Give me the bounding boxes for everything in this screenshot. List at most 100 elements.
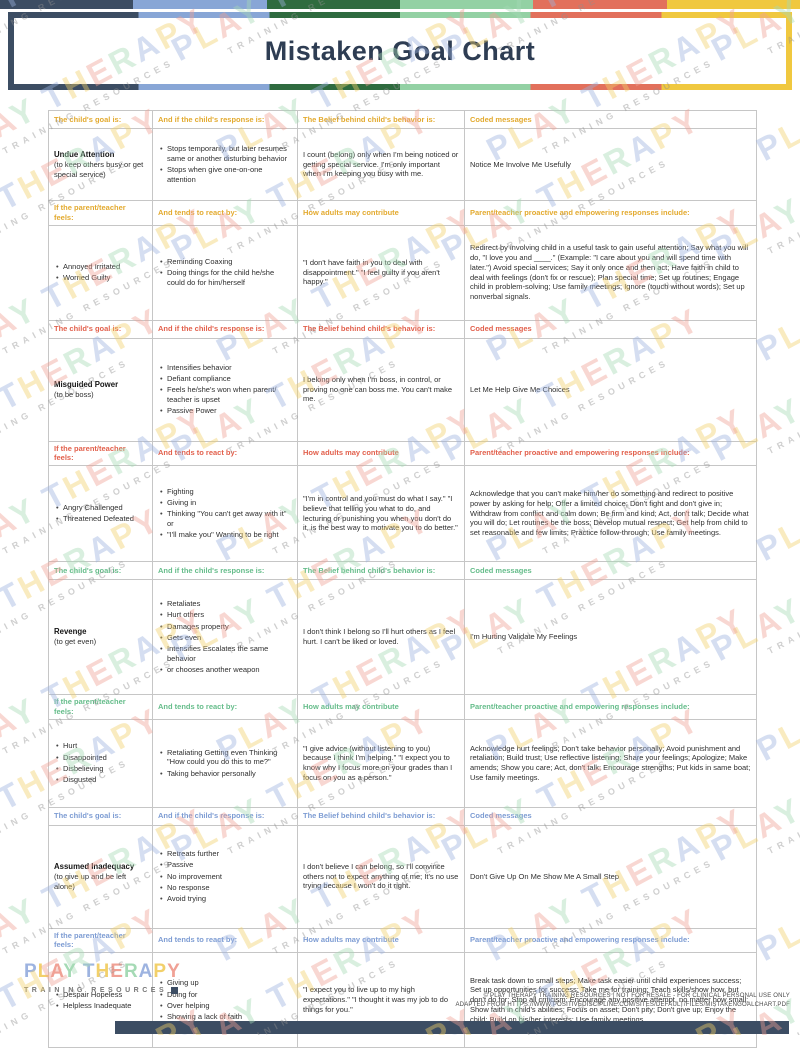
coded-message-cell: Notice Me Involve Me Usefully bbox=[465, 129, 757, 201]
logo-letter: T bbox=[0, 773, 29, 817]
header-parent-feels: If the parent/teacher feels: bbox=[49, 695, 153, 720]
title-box: Mistaken Goal Chart bbox=[14, 18, 786, 84]
coded-message-cell: Let Me Help Give Me Choices bbox=[465, 338, 757, 441]
bullet-item: Disgusted bbox=[63, 775, 147, 785]
header-child-belief: The Belief behind child's behavior is: bbox=[298, 562, 465, 580]
color-bar-segment bbox=[533, 0, 666, 9]
goal-cell: Assumed Inadequacy (to give up and be le… bbox=[49, 825, 153, 928]
bullet-item: Fighting bbox=[167, 487, 292, 497]
logo-letter: Y bbox=[4, 490, 43, 534]
logo-letter: L bbox=[772, 513, 800, 557]
color-bar-segment bbox=[667, 0, 800, 9]
watermark-text-small: TRAINING RESOURCES bbox=[766, 335, 800, 456]
child-content-row: Revenge (to get even) RetaliatesHurt oth… bbox=[49, 580, 757, 695]
feelings-list: Hurt DisappointedDisbelievingDisgusted bbox=[54, 741, 147, 785]
bullet-item: No response bbox=[167, 883, 292, 893]
parent-header-row: If the parent/teacher feels: And tends t… bbox=[49, 201, 757, 226]
feelings-cell: Annoyed IrritatedWorried Guilty bbox=[49, 225, 153, 320]
watermark-text-small: TRAINING RESOURCES bbox=[766, 535, 800, 656]
logo-letter: L bbox=[772, 913, 800, 957]
bullet-item: Intensifies behavior bbox=[167, 363, 292, 373]
logo-letter: A bbox=[793, 702, 800, 746]
child-header-row: The child's goal is: And if the child's … bbox=[49, 562, 757, 580]
parent-header-row: If the parent/teacher feels: And tends t… bbox=[49, 928, 757, 953]
reactions-list: FightingGiving inThinking "You can't get… bbox=[158, 487, 292, 540]
bullet-item: Threatened Defeated bbox=[63, 514, 147, 524]
color-bar-segment bbox=[400, 0, 533, 9]
bullet-item: Gets even bbox=[167, 633, 292, 643]
bullet-item: Taking behavior personally bbox=[167, 769, 292, 779]
adult-contribution-cell: "I give advice (without listening to you… bbox=[298, 719, 465, 807]
belief-cell: I don't think I belong so I'll hurt othe… bbox=[298, 580, 465, 695]
bullet-item: Intensifies Escalates the same behavior bbox=[167, 644, 292, 664]
header-child-belief: The Belief behind child's behavior is: bbox=[298, 111, 465, 129]
goal-cell: Misguided Power (to be boss) bbox=[49, 338, 153, 441]
page-title: Mistaken Goal Chart bbox=[265, 36, 536, 67]
child-header-row: The child's goal is: And if the child's … bbox=[49, 320, 757, 338]
header-parent-feels: If the parent/teacher feels: bbox=[49, 441, 153, 466]
logo-letter: Y bbox=[4, 690, 43, 734]
bullet-item: Disappointed bbox=[63, 753, 147, 763]
logo-letter: L bbox=[772, 713, 800, 757]
bullet-item: Disbelieving bbox=[63, 764, 147, 774]
header-adults-contribute: How adults may contribute bbox=[298, 201, 465, 226]
logo-letter: P bbox=[24, 961, 38, 982]
logo-letter: A bbox=[0, 502, 21, 546]
goal-name: Undue Attention bbox=[54, 150, 147, 160]
bullet-item: Hurt bbox=[63, 741, 147, 751]
logo-letter: A bbox=[0, 902, 21, 946]
logo-letter: Y bbox=[167, 961, 181, 982]
logo-letter: Y bbox=[769, 790, 800, 834]
bullet-item: Reminding Coaxing bbox=[167, 257, 292, 267]
child-header-row: The child's goal is: And if the child's … bbox=[49, 111, 757, 129]
goal-name: Revenge bbox=[54, 627, 147, 637]
child-content-row: Misguided Power (to be boss) Intensifies… bbox=[49, 338, 757, 441]
logo-letter: Y bbox=[4, 890, 43, 934]
responses-list: Retreats furtherPassiveNo improvementNo … bbox=[158, 849, 292, 904]
child-content-row: Assumed Inadequacy (to give up and be le… bbox=[49, 825, 757, 928]
header-adults-contribute: How adults may contribute bbox=[298, 928, 465, 953]
reactions-list: Reminding CoaxingDoing things for the ch… bbox=[158, 257, 292, 288]
header-child-response: And if the child's response is: bbox=[153, 320, 298, 338]
title-frame: Mistaken Goal Chart bbox=[8, 12, 792, 90]
copyright-line-2: ADAPTED FROM HTTPS://WWW.POSITIVEDISCIPL… bbox=[455, 1001, 790, 1010]
bullet-item: Passive bbox=[167, 860, 292, 870]
logo-letter: A bbox=[0, 302, 21, 346]
header-empowering-responses: Parent/teacher proactive and empowering … bbox=[465, 201, 757, 226]
bullet-item: Giving in bbox=[167, 498, 292, 508]
goal-cell: Undue Attention (to keep others busy or … bbox=[49, 129, 153, 201]
responses-cell: Stops temporarily, but later resumes sam… bbox=[153, 129, 298, 201]
logo-letter: H bbox=[12, 361, 53, 406]
section-assumed-inadequacy: The child's goal is: And if the child's … bbox=[49, 807, 757, 1048]
bullet-item: Retaliating Getting even Thinking "How c… bbox=[167, 748, 292, 768]
bullet-item: Damages property bbox=[167, 622, 292, 632]
parent-content-row: Hurt DisappointedDisbelievingDisgusted Re… bbox=[49, 719, 757, 807]
header-child-belief: The Belief behind child's behavior is: bbox=[298, 807, 465, 825]
header-child-goal: The child's goal is: bbox=[49, 807, 153, 825]
bullet-item: Worried Guilty bbox=[63, 273, 147, 283]
logo-letter: T bbox=[0, 173, 29, 217]
header-child-belief: The Belief behind child's behavior is: bbox=[298, 320, 465, 338]
header-child-response: And if the child's response is: bbox=[153, 111, 298, 129]
mistaken-goal-table-wrap: The child's goal is: And if the child's … bbox=[48, 110, 756, 1048]
child-header-row: The child's goal is: And if the child's … bbox=[49, 807, 757, 825]
header-parent-reacts: And tends to react by: bbox=[153, 928, 298, 953]
watermark-text-small: TRAINING RESOURCES bbox=[766, 135, 800, 256]
goal-name: Misguided Power bbox=[54, 380, 147, 390]
bullet-item: Defiant compliance bbox=[167, 374, 292, 384]
bullet-item: Giving up bbox=[167, 978, 292, 988]
header-child-goal: The child's goal is: bbox=[49, 562, 153, 580]
parent-header-row: If the parent/teacher feels: And tends t… bbox=[49, 695, 757, 720]
header-coded-messages: Coded messages bbox=[465, 562, 757, 580]
header-empowering-responses: Parent/teacher proactive and empowering … bbox=[465, 928, 757, 953]
parent-header-row: If the parent/teacher feels: And tends t… bbox=[49, 441, 757, 466]
header-child-goal: The child's goal is: bbox=[49, 111, 153, 129]
header-coded-messages: Coded messages bbox=[465, 807, 757, 825]
bullet-item: Hurt others bbox=[167, 610, 292, 620]
bullet-item: Annoyed Irritated bbox=[63, 262, 147, 272]
bullet-item: Over helping bbox=[167, 1001, 292, 1011]
goal-subtitle: (to keep others busy or get special serv… bbox=[54, 160, 147, 180]
watermark-text-big: PLAY THERAPY bbox=[750, 200, 800, 368]
header-child-response: And if the child's response is: bbox=[153, 807, 298, 825]
